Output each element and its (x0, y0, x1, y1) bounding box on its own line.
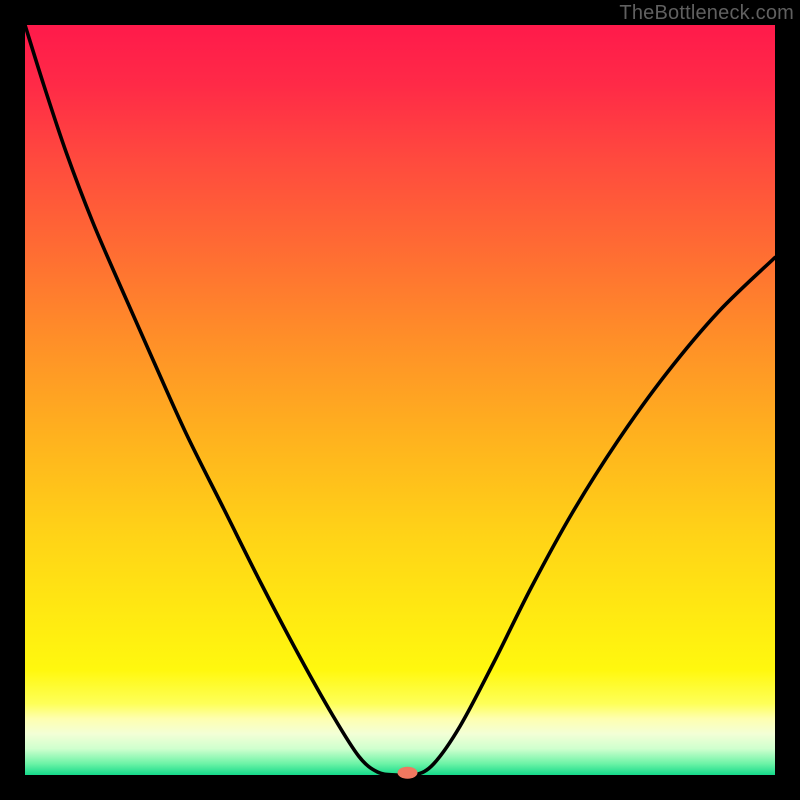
watermark-label: TheBottleneck.com (619, 2, 794, 25)
chart-stage: TheBottleneck.com (0, 0, 800, 800)
chart-svg (0, 0, 800, 800)
valley-marker (398, 767, 418, 779)
plot-background (25, 25, 775, 775)
